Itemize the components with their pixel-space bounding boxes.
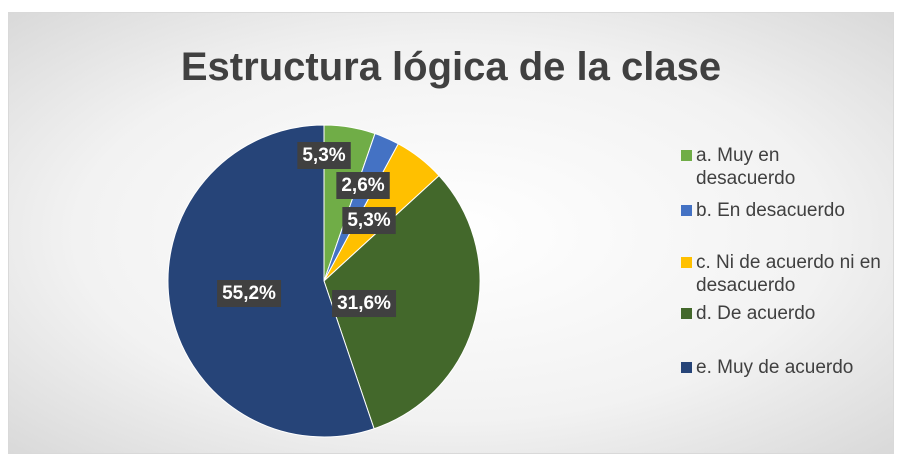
data-label: 2,6%	[336, 172, 390, 200]
pie-slice	[323, 174, 481, 430]
legend-swatch	[681, 308, 692, 319]
data-label-box	[342, 207, 396, 235]
data-label-box	[217, 280, 282, 308]
data-label-text: 2,6%	[341, 175, 384, 196]
data-label-text: 5,3%	[302, 145, 345, 166]
legend-item: e. Muy de acuerdo	[681, 356, 893, 379]
legend-swatch	[681, 257, 692, 268]
legend-label: a. Muy en desacuerdo	[696, 145, 796, 189]
legend-item: a. Muy en desacuerdo	[681, 144, 893, 190]
data-label-text: 55,2%	[222, 283, 276, 304]
data-label-box	[332, 290, 397, 318]
chart: Estructura lógica de la clase 5,3% 2,6% 5,…	[8, 12, 894, 454]
chart-title: Estructura lógica de la clase	[180, 45, 722, 89]
data-label: 5,3%	[297, 142, 351, 170]
legend-label: d. De acuerdo	[696, 303, 816, 324]
legend-label: e. Muy de acuerdo	[696, 357, 854, 378]
legend-swatch	[681, 205, 692, 216]
legend-item: d. De acuerdo	[681, 302, 893, 325]
legend-swatch	[681, 362, 692, 373]
legend-label: b. En desacuerdo	[696, 200, 845, 221]
data-label: 55,2%	[217, 280, 282, 308]
data-label: 31,6%	[332, 290, 397, 318]
data-label: 5,3%	[342, 207, 396, 235]
pie: 5,3% 2,6% 5,3% 31,6% 55,2%	[167, 124, 481, 438]
data-label-text: 5,3%	[347, 210, 390, 231]
legend-item: c. Ni de acuerdo ni en desacuerdo	[681, 251, 893, 297]
legend-swatch	[681, 150, 692, 161]
data-label-box	[297, 142, 351, 170]
data-label-text: 31,6%	[337, 293, 391, 314]
legend-item: b. En desacuerdo	[681, 199, 893, 222]
legend-label: c. Ni de acuerdo ni en desacuerdo	[696, 252, 881, 296]
data-label-box	[336, 172, 390, 200]
